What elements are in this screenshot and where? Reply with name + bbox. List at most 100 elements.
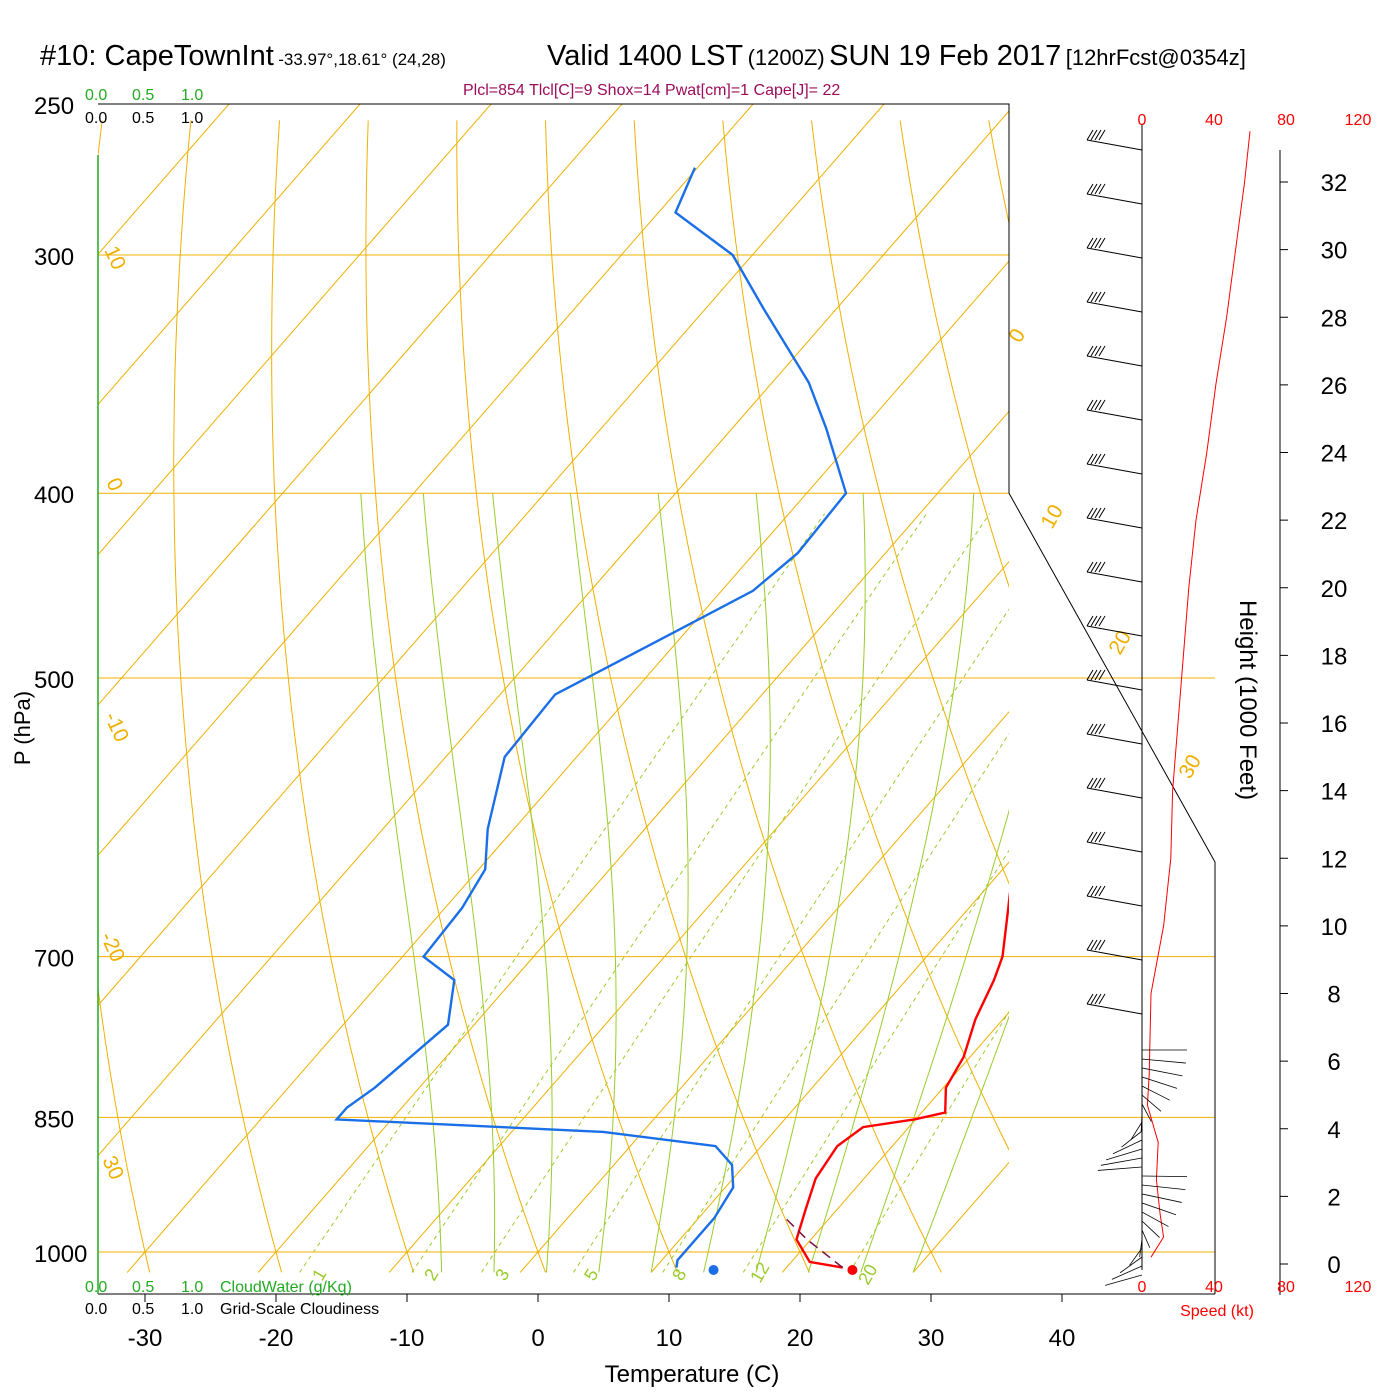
pressure-tick-label: 400 xyxy=(34,482,74,509)
wind-barb-flag xyxy=(1090,615,1098,627)
wind-barb-low xyxy=(1097,1166,1143,1171)
wind-barb-low xyxy=(1105,1274,1143,1286)
wind-barb-flag xyxy=(1094,777,1102,789)
pressure-tick-label: 700 xyxy=(34,946,74,973)
dry-adiabat xyxy=(988,120,1009,226)
dewpoint-line xyxy=(334,167,848,1268)
wind-barb-low xyxy=(1141,1085,1170,1101)
chart-axes xyxy=(97,103,1288,1302)
wind-barb-low xyxy=(1111,1265,1143,1280)
plot-frame xyxy=(98,103,1216,1294)
isotherm-line xyxy=(781,1011,1009,1273)
wind-barb-flag xyxy=(1094,399,1102,411)
dry-adiabat xyxy=(545,120,810,1273)
forecast-info: [12hrFcst@0354z] xyxy=(1065,45,1246,70)
height-tick-label: 12 xyxy=(1321,846,1348,873)
dry-adiabat xyxy=(98,120,151,1273)
wind-barb xyxy=(1086,625,1143,637)
wind-barb xyxy=(1086,733,1143,745)
wind-barb-flag xyxy=(1086,453,1094,465)
dry-adiabat-label: 0 xyxy=(101,474,127,494)
x-tick-label: 30 xyxy=(918,1325,945,1352)
wind-barb xyxy=(1086,409,1143,421)
speed-tick-top: 120 xyxy=(1345,112,1372,129)
wind-barb-flag xyxy=(1098,939,1106,951)
dry-adiabat-label: -20 xyxy=(95,928,129,965)
cloudiness-scale-top: 1.0 xyxy=(181,110,203,127)
sounding-params: Plcl=854 Tlcl[C]=9 Shox=14 Pwat[cm]=1 Ca… xyxy=(463,82,841,99)
wind-barb-low xyxy=(1119,1256,1143,1274)
x-tick-label: -20 xyxy=(259,1325,294,1352)
height-tick-label: 22 xyxy=(1321,508,1348,535)
mixing-ratio-label: 8 xyxy=(668,1265,690,1284)
wind-barb-flag xyxy=(1098,345,1106,357)
x-tick-label: 20 xyxy=(787,1325,814,1352)
valid-time: Valid 1400 LST xyxy=(547,40,744,72)
wind-barb-flag xyxy=(1094,885,1102,897)
height-tick-label: 32 xyxy=(1321,170,1348,197)
dry-adiabat xyxy=(1343,120,1400,1272)
dry-adiabat xyxy=(1166,120,1400,1272)
wind-barb-low xyxy=(1141,1229,1151,1248)
moist-adiabat xyxy=(492,493,553,1273)
x-tick-label: 40 xyxy=(1049,1325,1076,1352)
height-axis-title: Height (1000 Feet) xyxy=(1234,600,1261,800)
wind-barb-flag xyxy=(1086,345,1094,357)
wind-barb-flag xyxy=(1086,129,1094,141)
height-tick-label: 18 xyxy=(1321,643,1348,670)
height-tick-label: 24 xyxy=(1321,441,1348,468)
dry-adiabat-label: -10 xyxy=(99,708,133,745)
speed-tick-top: 40 xyxy=(1205,112,1223,129)
mixing-ratio-line xyxy=(662,732,1009,1273)
isotherm-line xyxy=(126,260,1009,1273)
wind-barb xyxy=(1086,949,1143,961)
isotherm-line xyxy=(98,104,754,856)
wind-barb-flag xyxy=(1094,669,1102,681)
pressure-tick-label: 250 xyxy=(34,93,74,120)
moist-adiabat xyxy=(755,493,866,1273)
height-tick-label: 6 xyxy=(1327,1049,1340,1076)
wind-barb-low xyxy=(1141,1211,1169,1227)
valid-date: SUN 19 Feb 2017 xyxy=(829,40,1062,72)
speed-tick-bottom: 40 xyxy=(1205,1279,1223,1296)
x-tick-label: -10 xyxy=(390,1325,425,1352)
wind-barb-flag xyxy=(1094,183,1102,195)
wind-barb-flag xyxy=(1090,345,1098,357)
wind-barb-flag xyxy=(1090,885,1098,897)
mixing-ratio-line xyxy=(573,608,1009,1273)
speed-tick-bottom: 0 xyxy=(1138,1279,1147,1296)
wind-barb-flag xyxy=(1098,777,1106,789)
height-tick-label: 10 xyxy=(1321,914,1348,941)
wind-barb-low xyxy=(1141,1094,1162,1112)
wind-speed-profile xyxy=(1146,131,1251,1258)
wind-barb xyxy=(1086,841,1143,853)
wind-barb-low xyxy=(1141,1175,1187,1178)
wind-barb xyxy=(1086,463,1143,475)
cloudwater-scale-bottom: 0.0 xyxy=(85,1279,107,1296)
isotherm-line xyxy=(650,861,1009,1273)
wind-barb-flag xyxy=(1094,507,1102,519)
wind-barb-flag xyxy=(1090,831,1098,843)
wind-barb xyxy=(1086,787,1143,799)
wind-barb-flag xyxy=(1094,291,1102,303)
height-tick-label: 26 xyxy=(1321,373,1348,400)
dry-adiabat xyxy=(456,120,678,1273)
mixing-ratio-label: 12 xyxy=(746,1259,773,1286)
height-tick-label: 30 xyxy=(1321,238,1348,265)
dry-adiabat xyxy=(365,120,546,1273)
wind-barb-low xyxy=(1141,1193,1182,1203)
dry-adiabat xyxy=(811,120,1009,885)
mixing-ratio-line xyxy=(481,513,991,1273)
wind-barb-flag xyxy=(1098,885,1106,897)
wind-barb-flag xyxy=(1090,777,1098,789)
speed-tick-top: 80 xyxy=(1277,112,1295,129)
wind-barb-flag xyxy=(1086,237,1094,249)
moist-adiabat xyxy=(860,809,1009,1273)
dry-adiabat-label: 10 xyxy=(1036,501,1068,533)
wind-barb-low xyxy=(1139,1238,1143,1258)
wind-barb-flag xyxy=(1086,885,1094,897)
wind-barb-flag xyxy=(1086,183,1094,195)
height-tick-label: 14 xyxy=(1321,779,1348,806)
y-axis-title: P (hPa) xyxy=(10,691,35,765)
pressure-tick-label: 300 xyxy=(34,244,74,271)
